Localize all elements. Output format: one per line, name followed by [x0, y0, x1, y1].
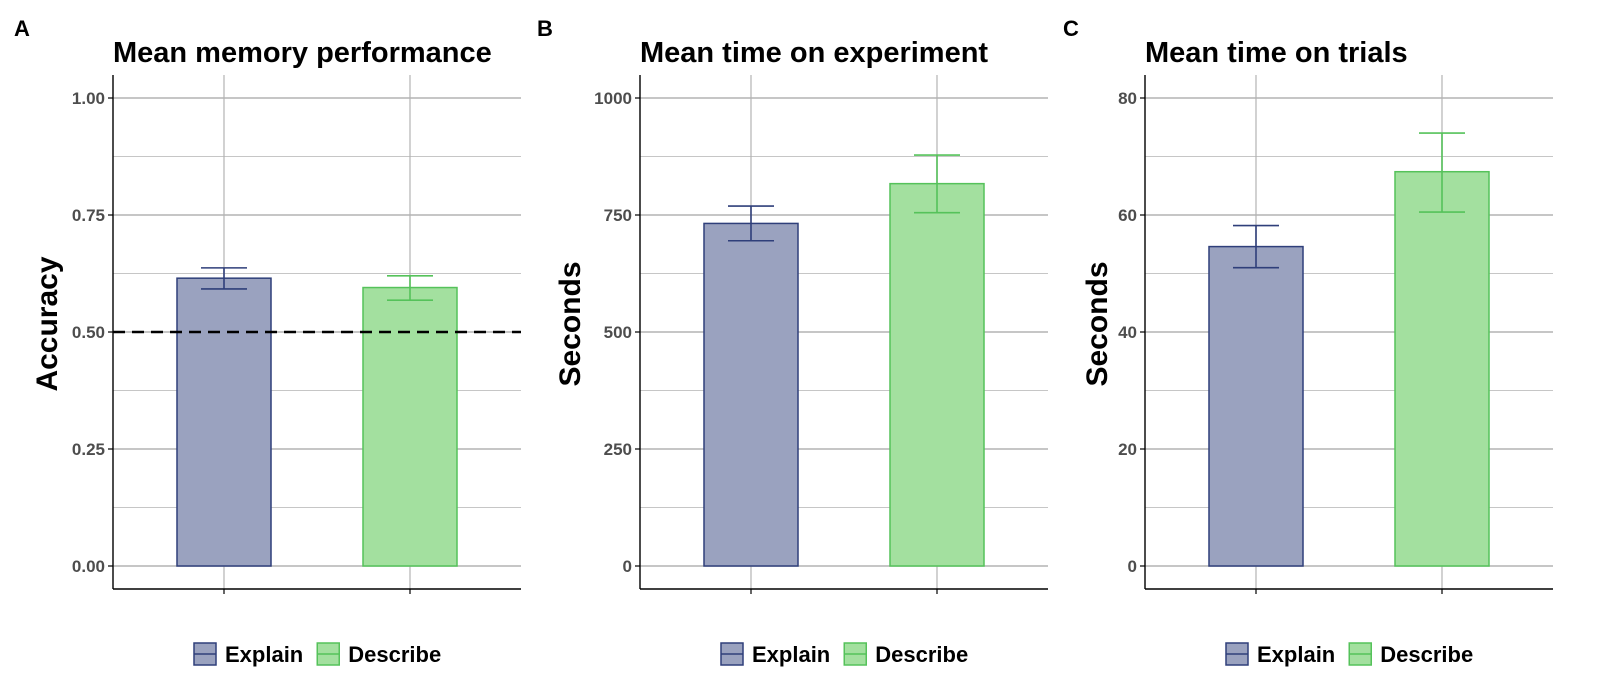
panel-letter: B — [537, 16, 553, 41]
panel-a: A Mean memory performance Accuracy 0.00 0.25… — [14, 16, 521, 667]
y-tick-label: 0 — [623, 557, 632, 576]
legend-label-describe: Describe — [348, 642, 441, 667]
chart-title: Mean time on trials — [1145, 37, 1408, 69]
y-axis-label: Seconds — [1081, 261, 1114, 386]
error-bar-explain — [201, 267, 247, 290]
y-tick-label: 750 — [604, 206, 632, 225]
legend-label-describe: Describe — [875, 642, 968, 667]
y-tick-label: 500 — [604, 323, 632, 342]
y-tick-label: 0.75 — [72, 206, 105, 225]
legend-label-explain: Explain — [1257, 642, 1335, 667]
error-bar-describe — [387, 275, 433, 301]
y-tick-label: 250 — [604, 440, 632, 459]
chart-title: Mean memory performance — [113, 37, 492, 69]
bar-explain — [1208, 245, 1304, 567]
y-axis-label: Seconds — [554, 261, 587, 386]
legend: Explain Describe — [720, 642, 968, 667]
legend-label-describe: Describe — [1380, 642, 1473, 667]
y-tick-label: 1000 — [594, 89, 632, 108]
y-tick-label: 60 — [1118, 206, 1137, 225]
error-bar-explain — [728, 205, 774, 242]
y-tick-label: 0.00 — [72, 557, 105, 576]
bar-describe — [1394, 170, 1490, 567]
bar-explain — [176, 277, 272, 567]
legend: Explain Describe — [1225, 642, 1473, 667]
panel-letter: C — [1063, 16, 1079, 41]
error-bar-explain — [1233, 224, 1279, 269]
error-bar-describe — [914, 154, 960, 214]
y-tick-label: 1.00 — [72, 89, 105, 108]
bar-describe — [362, 286, 458, 567]
y-tick-label: 40 — [1118, 323, 1137, 342]
y-tick-label: 0 — [1128, 557, 1137, 576]
legend-label-explain: Explain — [225, 642, 303, 667]
bar-describe — [889, 182, 985, 567]
y-tick-label: 0.50 — [72, 323, 105, 342]
panel-c: C Mean time on trials Seconds 0 20 40 60 80 Expl… — [1063, 16, 1553, 667]
y-tick-label: 20 — [1118, 440, 1137, 459]
gridlines — [640, 75, 1048, 589]
y-tick-label: 0.25 — [72, 440, 105, 459]
chart-title: Mean time on experiment — [640, 37, 988, 69]
legend: Explain Describe — [193, 642, 441, 667]
panel-letter: A — [14, 16, 30, 41]
gridlines — [1145, 75, 1553, 589]
legend-label-explain: Explain — [752, 642, 830, 667]
error-bar-describe — [1419, 132, 1465, 213]
bar-explain — [703, 222, 799, 567]
y-tick-label: 80 — [1118, 89, 1137, 108]
panel-b: B Mean time on experiment Seconds 0 250 500 75… — [537, 16, 1048, 667]
y-axis-label: Accuracy — [31, 256, 64, 391]
